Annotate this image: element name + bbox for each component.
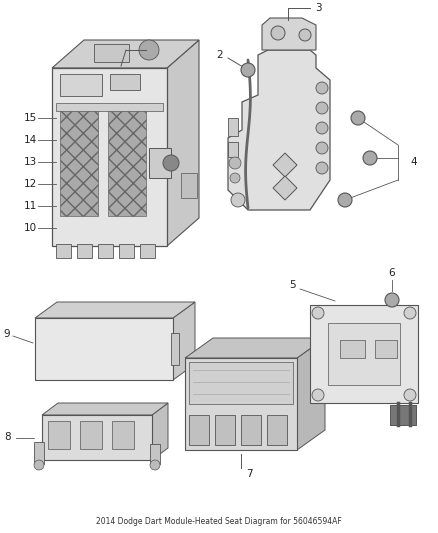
Polygon shape [110,74,140,90]
Circle shape [316,142,328,154]
Circle shape [363,151,377,165]
Polygon shape [35,302,195,318]
Circle shape [316,162,328,174]
Polygon shape [94,44,129,62]
Circle shape [385,293,399,307]
Polygon shape [140,244,155,258]
Circle shape [338,193,352,207]
Text: 5: 5 [289,280,295,290]
Polygon shape [80,421,102,449]
Circle shape [316,82,328,94]
Polygon shape [35,318,173,380]
Polygon shape [77,244,92,258]
Polygon shape [60,74,102,96]
Circle shape [404,307,416,319]
Text: 15: 15 [23,113,37,123]
Circle shape [312,307,324,319]
Polygon shape [297,338,325,450]
Text: 2: 2 [217,50,223,60]
Text: 10: 10 [24,223,36,233]
Polygon shape [171,333,179,365]
Polygon shape [181,173,197,198]
Polygon shape [56,103,163,111]
Polygon shape [98,244,113,258]
Polygon shape [56,244,71,258]
Polygon shape [390,405,416,425]
Polygon shape [189,362,293,404]
Circle shape [299,29,311,41]
Polygon shape [34,442,44,464]
Polygon shape [149,148,171,178]
Polygon shape [173,302,195,380]
Polygon shape [112,421,134,449]
Circle shape [316,102,328,114]
Circle shape [271,26,285,40]
Text: 1: 1 [150,45,156,55]
Polygon shape [273,176,297,200]
Text: 8: 8 [5,432,11,442]
Polygon shape [375,340,397,358]
Text: 2014 Dodge Dart Module-Heated Seat Diagram for 56046594AF: 2014 Dodge Dart Module-Heated Seat Diagr… [96,517,342,526]
Circle shape [229,157,241,169]
Polygon shape [152,403,168,460]
Polygon shape [310,305,418,403]
Polygon shape [228,118,238,136]
Circle shape [163,155,179,171]
Polygon shape [228,142,238,157]
Polygon shape [273,153,297,177]
Bar [108,108,146,216]
Polygon shape [340,340,365,358]
Polygon shape [52,68,167,246]
Polygon shape [262,18,316,50]
Polygon shape [52,40,199,68]
Polygon shape [267,415,287,445]
Polygon shape [185,338,325,358]
Circle shape [231,193,245,207]
Circle shape [241,63,255,77]
Polygon shape [119,244,134,258]
Text: 13: 13 [23,157,37,167]
Polygon shape [42,403,168,415]
Circle shape [34,460,44,470]
Bar [60,108,98,216]
Polygon shape [150,444,160,464]
Circle shape [230,173,240,183]
Polygon shape [48,421,70,449]
Polygon shape [228,50,330,210]
Circle shape [312,389,324,401]
Polygon shape [189,415,209,445]
Circle shape [316,122,328,134]
Text: 9: 9 [4,329,11,339]
Text: 7: 7 [246,469,253,479]
Text: 11: 11 [23,201,37,211]
Polygon shape [215,415,235,445]
Polygon shape [185,358,297,450]
Text: 14: 14 [23,135,37,145]
Circle shape [150,460,160,470]
Polygon shape [167,40,199,246]
Text: 12: 12 [23,179,37,189]
Text: 4: 4 [411,157,417,167]
Circle shape [404,389,416,401]
Text: 3: 3 [314,3,321,13]
Polygon shape [42,415,152,460]
Text: 6: 6 [389,268,396,278]
Polygon shape [328,323,400,385]
Circle shape [351,111,365,125]
Circle shape [139,40,159,60]
Polygon shape [241,415,261,445]
